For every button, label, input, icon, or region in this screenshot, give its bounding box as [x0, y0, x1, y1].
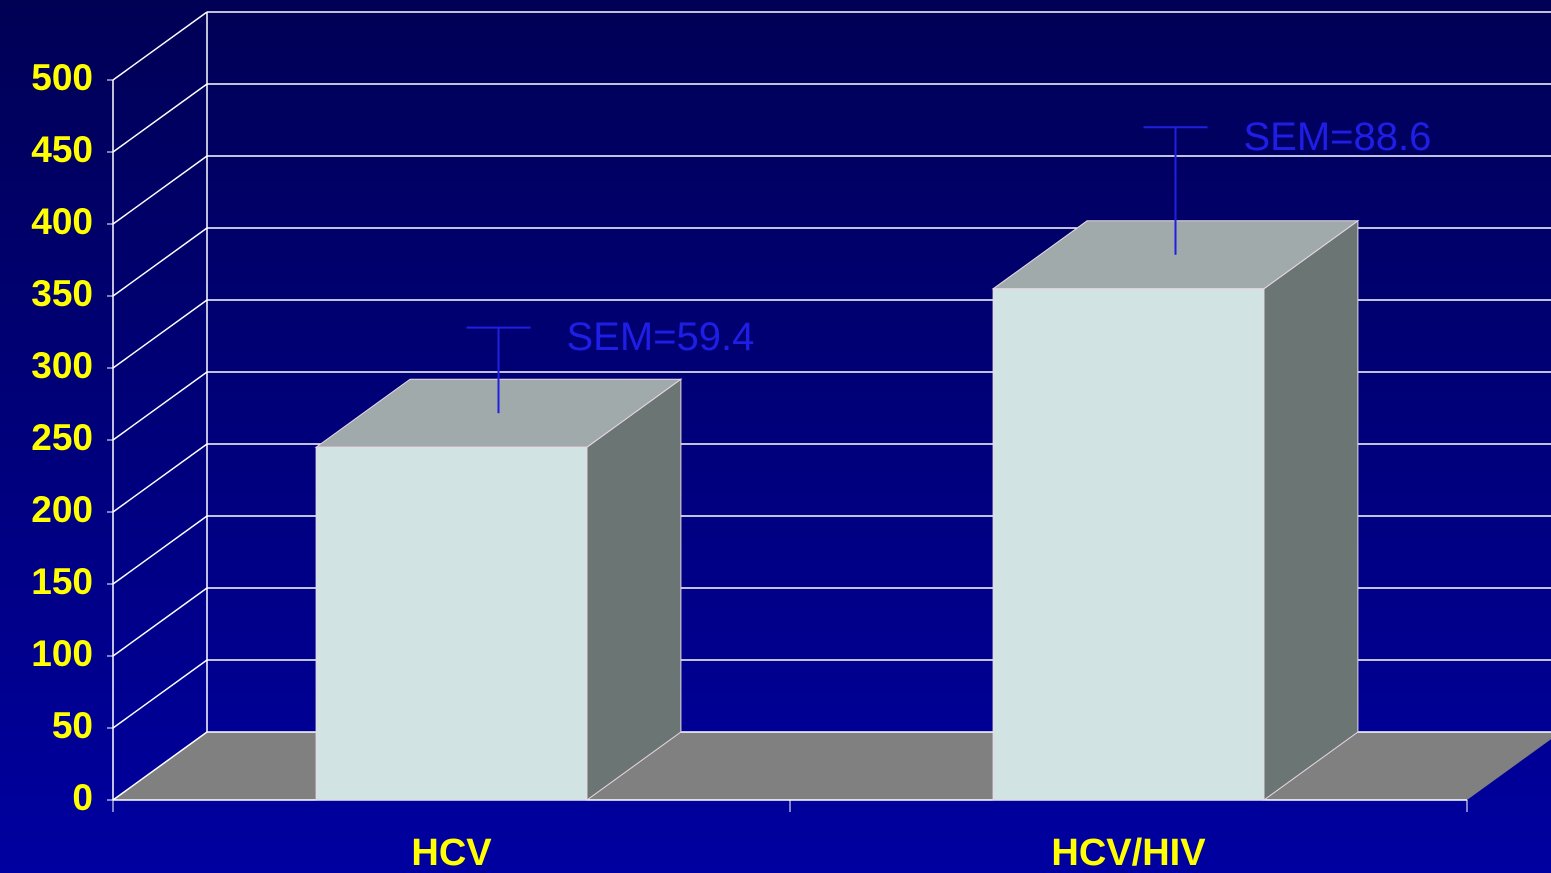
y-tick-label: 0: [72, 777, 93, 818]
y-tick-label: 350: [31, 273, 93, 314]
y-tick-label: 100: [31, 633, 93, 674]
bar-side: [586, 378, 682, 801]
grid-line: [112, 371, 208, 441]
grid-line: [112, 587, 208, 657]
grid-line: [112, 83, 208, 153]
grid-line: [112, 11, 208, 81]
grid-line: [112, 443, 208, 513]
error-label: SEM=88.6: [1244, 115, 1432, 159]
error-label: SEM=59.4: [567, 315, 755, 359]
bar: [992, 288, 1265, 801]
grid-line: [112, 227, 208, 297]
y-tick-label: 200: [31, 489, 93, 530]
grid-line: [112, 299, 208, 369]
y-tick-label: 50: [52, 705, 93, 746]
y-tick-label: 300: [31, 345, 93, 386]
grid-line: [112, 731, 208, 801]
grid-line: [112, 515, 208, 585]
bar-side: [1263, 219, 1359, 801]
grid-line: [112, 659, 208, 729]
y-tick-label: 150: [31, 561, 93, 602]
grid-line: [112, 155, 208, 225]
bar: [315, 446, 588, 801]
x-tick-label: HCV: [411, 832, 492, 873]
y-tick-label: 500: [31, 57, 93, 98]
y-tick-label: 450: [31, 129, 93, 170]
x-tick-label: HCV/HIV: [1051, 832, 1206, 873]
y-tick-label: 250: [31, 417, 93, 458]
y-tick-label: 400: [31, 201, 93, 242]
